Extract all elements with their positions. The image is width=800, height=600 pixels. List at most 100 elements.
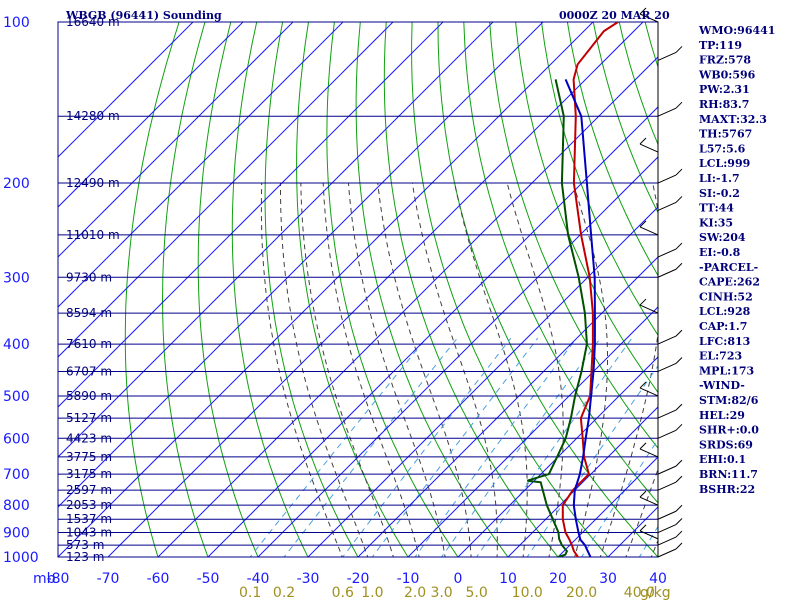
moist-adiabat — [454, 183, 528, 557]
wind-barb-flag — [639, 298, 647, 306]
height-label: 4423 m — [66, 431, 112, 445]
wind-barb-flag — [675, 504, 683, 512]
dry-adiabat — [231, 22, 309, 557]
height-label: 2597 m — [66, 483, 112, 497]
stat-line: EHI:0.1 — [699, 453, 746, 466]
wind-barb — [657, 335, 677, 345]
background-lines — [58, 22, 658, 557]
moist-adiabat — [322, 183, 420, 557]
wind-barb-flag — [675, 262, 683, 270]
stat-line: SW:204 — [699, 231, 746, 244]
isotherm — [58, 22, 444, 408]
stat-line: RH:83.7 — [699, 98, 749, 111]
pressure-tick-label: 700 — [3, 467, 30, 483]
wind-barb-flag — [675, 46, 683, 53]
dry-adiabat — [463, 22, 658, 504]
isotherm — [58, 22, 344, 308]
stat-line: HEL:29 — [699, 409, 745, 422]
wind-barb-flag — [675, 242, 683, 250]
stat-line: CAP:1.7 — [699, 320, 747, 333]
mixing-ratio-line — [581, 438, 658, 557]
wind-barb-flag — [675, 423, 683, 431]
stat-line: TP:119 — [699, 39, 742, 52]
stat-line: SRDS:69 — [699, 438, 753, 451]
stat-line: BSHR:22 — [699, 483, 755, 496]
stat-line: -WIND- — [699, 379, 745, 392]
pressure-tick-label: 800 — [3, 498, 30, 514]
wind-barb-flag — [675, 459, 683, 467]
height-label: 8594 m — [66, 306, 112, 320]
wind-barb — [639, 226, 659, 236]
height-label: 6707 m — [66, 364, 112, 378]
moist-adiabat — [599, 182, 658, 557]
moist-adiabat — [280, 183, 369, 557]
wind-barb-flag — [639, 7, 647, 15]
mixing-ratio-label: 3.0 — [430, 585, 452, 600]
stat-line: WMO:96441 — [698, 24, 775, 37]
pressure-tick-label: 400 — [3, 337, 30, 353]
height-label: 16640 m — [66, 15, 120, 29]
dry-adiabat — [411, 22, 609, 557]
isotherm — [457, 356, 658, 557]
isotherm — [257, 156, 658, 557]
moist-adiabat — [377, 183, 472, 557]
temperature-tick-label: -20 — [347, 571, 370, 587]
wind-barb — [657, 481, 677, 491]
isotherm — [58, 22, 294, 258]
isotherm — [58, 22, 194, 158]
moist-adiabat — [506, 182, 564, 557]
wind-barbs — [639, 7, 683, 558]
moist-adiabat — [300, 183, 394, 557]
height-label: 3775 m — [66, 450, 112, 464]
dry-adiabat — [383, 22, 559, 557]
mixing-ratio-label: 0.2 — [273, 585, 295, 600]
wind-barb — [639, 448, 659, 458]
isotherm — [58, 22, 394, 358]
height-label: 5127 m — [66, 411, 112, 425]
mixing-ratio-label: 40.0 — [624, 585, 655, 600]
stat-line: LCL:999 — [699, 157, 750, 170]
stat-line: MPL:173 — [699, 364, 754, 377]
isotherm — [58, 22, 244, 208]
stat-line: EI:-0.8 — [699, 246, 741, 259]
wind-barb — [657, 107, 677, 117]
wind-barb — [657, 201, 677, 211]
mixing-ratio-label: 5.0 — [465, 585, 487, 600]
wind-barb — [639, 496, 659, 506]
mixing-ratio-label: 20.0 — [566, 585, 597, 600]
height-label: 5890 m — [66, 389, 112, 403]
stat-line: TH:5767 — [699, 128, 752, 141]
pressure-tick-label: 100 — [3, 15, 30, 31]
wind-barb — [639, 143, 659, 153]
dry-adiabat — [355, 22, 509, 557]
stat-line: BRN:11.7 — [699, 468, 758, 481]
wind-barb-flag — [675, 518, 683, 525]
dry-adiabat — [161, 22, 209, 557]
wind-barb-flag — [675, 329, 683, 337]
dry-adiabat — [541, 22, 658, 336]
stat-line: PW:2.31 — [699, 83, 750, 96]
height-label: 573 m — [66, 538, 104, 552]
pressure-tick-label: 600 — [3, 431, 30, 447]
wind-barb — [639, 387, 659, 397]
wind-barb-flag — [675, 101, 683, 109]
mixing-ratio-line — [342, 337, 512, 557]
wind-barb — [657, 51, 677, 61]
height-label: 1537 m — [66, 512, 112, 526]
wind-barb-flag — [675, 530, 683, 538]
pressure-tick-label: 500 — [3, 389, 30, 405]
temperature-tick-label: 30 — [599, 571, 617, 587]
stat-line: LI:-1.7 — [699, 172, 740, 185]
wind-barb — [657, 248, 677, 258]
wind-barb-flag — [639, 381, 647, 389]
wind-barb-flag — [675, 168, 683, 176]
dry-adiabat — [124, 22, 180, 557]
isotherm — [58, 22, 494, 458]
wind-barb-flag — [675, 542, 683, 550]
stat-line: -PARCEL- — [699, 261, 758, 274]
pressure-tick-label: 1000 — [3, 550, 39, 566]
wind-barb — [657, 429, 677, 439]
dry-adiabat — [566, 22, 658, 277]
stat-line: CAPE:262 — [699, 276, 760, 289]
